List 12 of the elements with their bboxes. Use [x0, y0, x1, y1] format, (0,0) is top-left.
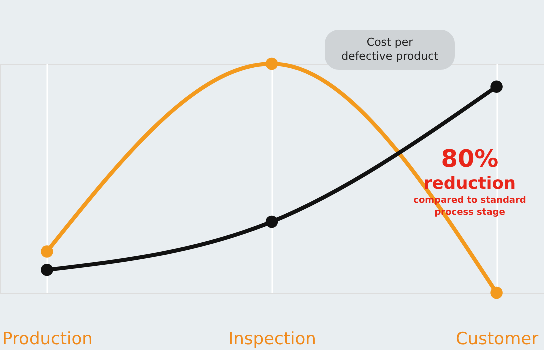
x-tick-label: Customer — [456, 330, 539, 350]
point — [41, 246, 54, 258]
x-tick-label: Inspection — [228, 330, 316, 350]
annotation: 80% — [441, 145, 499, 173]
x-tick-label: Production — [2, 330, 93, 350]
point — [490, 286, 503, 300]
point — [266, 58, 278, 70]
point — [490, 80, 503, 94]
annotation: reduction — [424, 174, 516, 194]
text: Cost per defective product — [342, 36, 440, 63]
point — [41, 264, 54, 276]
point — [266, 216, 278, 228]
